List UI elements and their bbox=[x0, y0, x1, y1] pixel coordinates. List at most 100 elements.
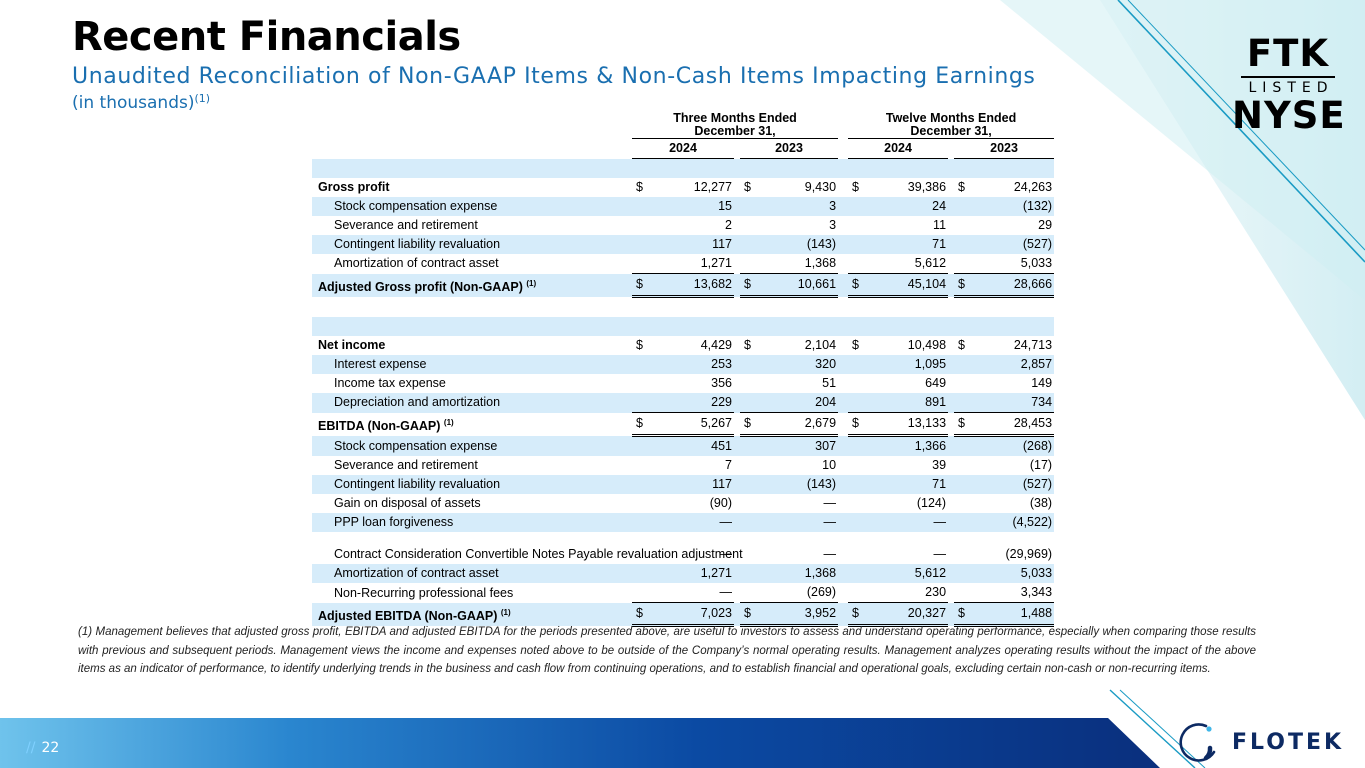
cell-value: 149 bbox=[1031, 376, 1053, 391]
twelve-months-header: Twelve Months Ended December 31, bbox=[848, 108, 1055, 139]
cell-value: 24 bbox=[864, 197, 949, 216]
brand-name: FLOTEK bbox=[1232, 729, 1345, 755]
cell-value: 71 bbox=[864, 235, 949, 254]
cell-value: 3 bbox=[756, 197, 839, 216]
row-label: Gross profit bbox=[318, 180, 390, 194]
cell-value: (527) bbox=[970, 475, 1055, 495]
table-row: Gain on disposal of assets (90) — (124) … bbox=[312, 494, 1054, 513]
currency-symbol: $ bbox=[954, 272, 971, 299]
ftk-nyse-badge: FTK LISTED NYSE bbox=[1232, 35, 1346, 137]
cell-value: 45,104 bbox=[864, 272, 949, 299]
cell-value: 204 bbox=[756, 393, 839, 414]
cell-value: 10 bbox=[822, 458, 837, 473]
row-label: Amortization of contract asset bbox=[312, 564, 628, 584]
cell-value: 51 bbox=[822, 376, 837, 391]
cell-value: (143) bbox=[756, 235, 839, 254]
currency-symbol: $ bbox=[632, 602, 648, 628]
currency-symbol: $ bbox=[636, 338, 643, 353]
row-label: Stock compensation expense bbox=[312, 197, 628, 216]
cell-value: (29,969) bbox=[1005, 547, 1053, 562]
table-row: Stock compensation expense 15 3 24 (132) bbox=[312, 197, 1055, 216]
cell-value: 229 bbox=[648, 393, 734, 414]
row-label: Non-Recurring professional fees bbox=[334, 585, 514, 600]
table-row: Contract Consideration Convertible Notes… bbox=[312, 532, 1054, 564]
table-row: Stock compensation expense 451 307 1,366… bbox=[312, 435, 1055, 457]
cell-value: 3,952 bbox=[756, 602, 839, 628]
table-row: Adjusted Gross profit (Non-GAAP) (1) $13… bbox=[312, 272, 1055, 299]
badge-divider bbox=[1241, 76, 1335, 78]
cell-value: — bbox=[864, 513, 949, 533]
table-row: EBITDA (Non-GAAP) (1) $5,267 $2,679 $13,… bbox=[312, 412, 1055, 438]
currency-symbol: $ bbox=[744, 180, 751, 194]
cell-value: 117 bbox=[648, 235, 734, 254]
currency-symbol: $ bbox=[954, 412, 971, 438]
cell-value: 9,430 bbox=[804, 180, 837, 194]
table-year-row: 2024 2023 2024 2023 bbox=[312, 138, 1055, 159]
cell-value: 5,267 bbox=[648, 412, 734, 438]
page-title: Recent Financials bbox=[72, 14, 461, 60]
cell-value: 11 bbox=[933, 218, 947, 232]
cell-value: 2,104 bbox=[804, 338, 837, 353]
cell-value: 1,488 bbox=[970, 602, 1055, 628]
currency-symbol: $ bbox=[848, 412, 865, 438]
table-row: Contingent liability revaluation 117 (14… bbox=[312, 235, 1055, 254]
units-footnote-ref: (1) bbox=[194, 92, 211, 105]
currency-symbol: $ bbox=[958, 338, 965, 353]
cell-value: — bbox=[648, 583, 734, 604]
cell-value: 3 bbox=[829, 218, 837, 232]
row-label: Contract Consideration Convertible Notes… bbox=[334, 547, 743, 562]
exchange-label: NYSE bbox=[1232, 94, 1346, 137]
cell-value: 39,386 bbox=[907, 180, 947, 194]
table-row: Contingent liability revaluation 117 (14… bbox=[312, 475, 1055, 495]
currency-symbol: $ bbox=[740, 602, 756, 628]
year-header: 2023 bbox=[740, 138, 839, 159]
cell-value: 71 bbox=[864, 475, 949, 495]
currency-symbol: $ bbox=[636, 180, 643, 194]
cell-value: — bbox=[823, 547, 837, 562]
cell-value: (124) bbox=[916, 496, 947, 511]
cell-value: 356 bbox=[711, 376, 732, 391]
table-row: PPP loan forgiveness — — — (4,522) bbox=[312, 513, 1055, 533]
cell-value: 320 bbox=[756, 355, 839, 375]
cell-value: 2 bbox=[725, 218, 732, 232]
cell-value: 10,661 bbox=[756, 272, 839, 299]
cell-value: 13,682 bbox=[648, 272, 734, 299]
row-label: Adjusted EBITDA (Non-GAAP) (1) bbox=[312, 602, 628, 626]
currency-symbol: $ bbox=[632, 412, 648, 438]
currency-symbol: $ bbox=[740, 412, 756, 438]
table-spacer-row bbox=[312, 317, 1055, 337]
cell-value: 3,343 bbox=[970, 583, 1055, 604]
page-number: // 22 bbox=[26, 740, 59, 756]
cell-value: 451 bbox=[648, 435, 734, 457]
cell-value: 2,679 bbox=[756, 412, 839, 438]
year-header: 2024 bbox=[632, 138, 734, 159]
currency-symbol: $ bbox=[848, 272, 865, 299]
currency-symbol: $ bbox=[852, 180, 859, 194]
cell-value: (269) bbox=[756, 583, 839, 604]
cell-value: 1,368 bbox=[756, 564, 839, 584]
cell-value: (90) bbox=[709, 496, 732, 511]
cell-value: 7 bbox=[725, 458, 732, 473]
cell-value: 5,612 bbox=[864, 564, 949, 584]
row-label: Income tax expense bbox=[334, 376, 446, 391]
year-header: 2023 bbox=[954, 138, 1055, 159]
table-row: Depreciation and amortization 229 204 89… bbox=[312, 393, 1055, 414]
page-prefix: // bbox=[26, 740, 36, 756]
row-label: Contingent liability revaluation bbox=[312, 235, 628, 254]
cell-value: — bbox=[756, 513, 839, 533]
cell-value: 253 bbox=[648, 355, 734, 375]
table-row: Amortization of contract asset 1,271 1,3… bbox=[312, 564, 1055, 584]
row-label: Gain on disposal of assets bbox=[334, 496, 481, 511]
cell-value: 13,133 bbox=[864, 412, 949, 438]
cell-value: 1,271 bbox=[648, 254, 734, 274]
cell-value: 1,095 bbox=[864, 355, 949, 375]
cell-value: 1,271 bbox=[648, 564, 734, 584]
currency-symbol: $ bbox=[958, 180, 965, 194]
currency-symbol: $ bbox=[848, 602, 865, 628]
flotek-logo-icon bbox=[1179, 723, 1216, 762]
cell-value: 20,327 bbox=[864, 602, 949, 628]
row-label: Depreciation and amortization bbox=[312, 393, 628, 413]
cell-value: 15 bbox=[648, 197, 734, 216]
cell-value: 28,453 bbox=[970, 412, 1055, 438]
